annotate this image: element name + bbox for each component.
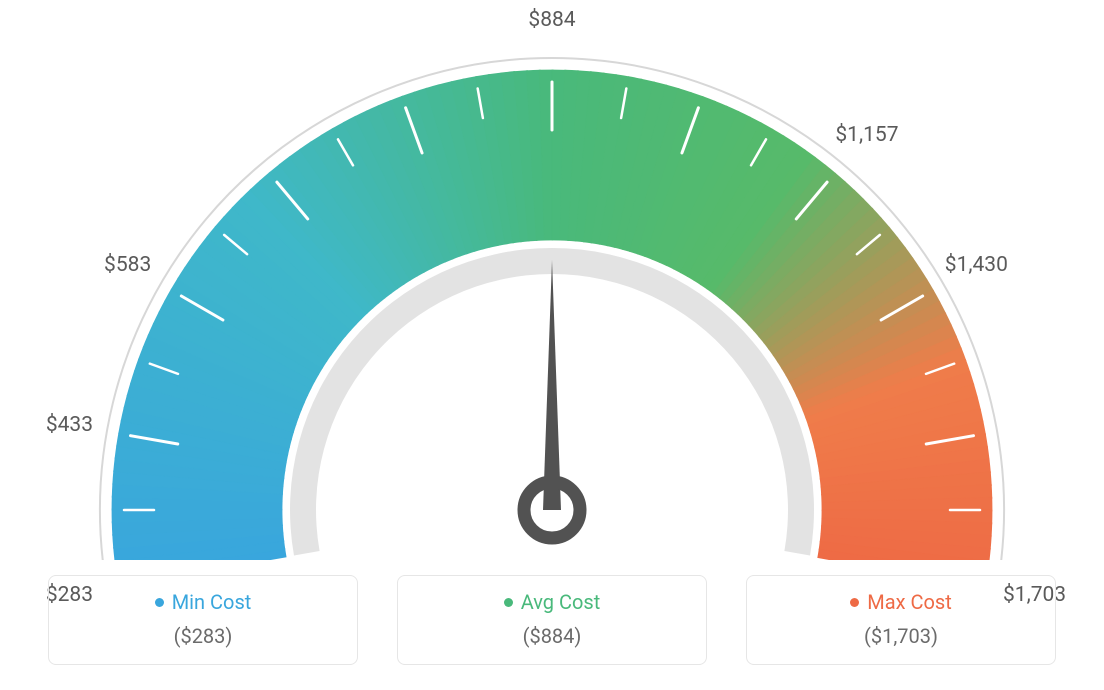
legend-title-max: Max Cost xyxy=(850,590,952,614)
legend-card-avg: Avg Cost ($884) xyxy=(397,575,707,665)
dot-avg xyxy=(504,598,513,607)
legend-value-avg: ($884) xyxy=(408,624,696,648)
legend-row: Min Cost ($283) Avg Cost ($884) Max Cost… xyxy=(0,575,1104,665)
tick-label: $1,157 xyxy=(835,123,898,147)
tick-label: $433 xyxy=(46,413,93,437)
legend-title-min-text: Min Cost xyxy=(172,590,252,614)
gauge-svg xyxy=(0,0,1104,560)
legend-title-min: Min Cost xyxy=(155,590,252,614)
tick-label: $1,430 xyxy=(945,253,1008,277)
dot-max xyxy=(850,598,859,607)
legend-title-avg: Avg Cost xyxy=(504,590,601,614)
needle xyxy=(524,260,580,538)
dot-min xyxy=(155,598,164,607)
legend-value-min: ($283) xyxy=(59,624,347,648)
tick-label: $583 xyxy=(104,253,151,277)
legend-card-max: Max Cost ($1,703) xyxy=(746,575,1056,665)
legend-title-max-text: Max Cost xyxy=(867,590,952,614)
tick-label: $884 xyxy=(528,8,575,32)
legend-title-avg-text: Avg Cost xyxy=(521,590,601,614)
legend-value-max: ($1,703) xyxy=(757,624,1045,648)
gauge-chart: $283$433$583$884$1,157$1,430$1,703 xyxy=(0,0,1104,560)
legend-card-min: Min Cost ($283) xyxy=(48,575,358,665)
